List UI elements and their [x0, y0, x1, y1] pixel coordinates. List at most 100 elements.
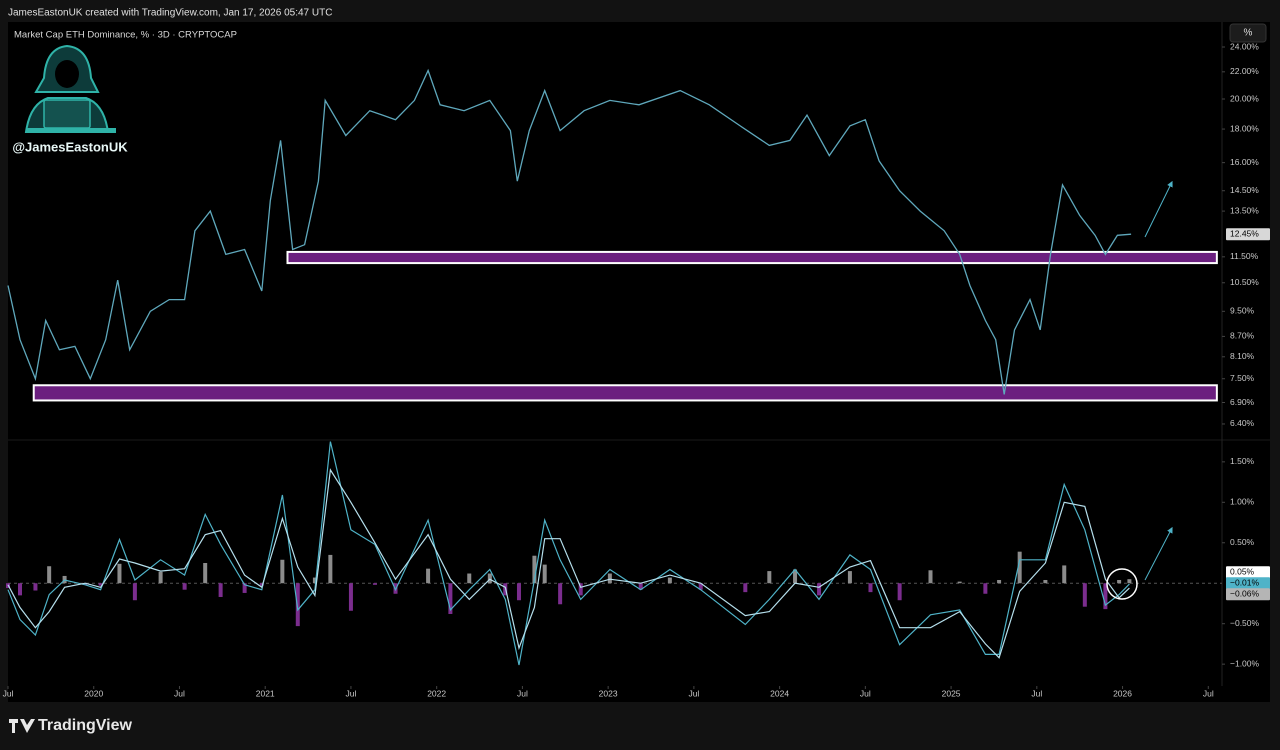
histogram-bar [1062, 565, 1067, 584]
y-tick-label: 9.50% [1230, 306, 1255, 316]
x-tick-label: Jul [3, 688, 14, 698]
x-tick-label: 2024 [770, 688, 789, 698]
symbol-title: Market Cap ETH Dominance, % · 3D · CRYPT… [14, 30, 237, 41]
x-tick-label: Jul [174, 688, 185, 698]
y-tick-label: −0.50% [1230, 618, 1260, 628]
arrow-annotation [1144, 526, 1173, 581]
y-tick-label: 0.50% [1230, 537, 1255, 547]
last-value-tag-label: 0.05% [1230, 566, 1255, 576]
y-tick-label: 22.00% [1230, 66, 1259, 76]
histogram-bar [132, 583, 137, 601]
macd-line [7, 468, 1130, 659]
histogram-bar [667, 577, 672, 584]
scale-button-label[interactable]: % [1244, 28, 1253, 39]
price-line [7, 68, 1132, 395]
histogram-bar [793, 569, 798, 584]
histogram-bar [928, 570, 933, 584]
last-price-tag [1226, 228, 1270, 241]
x-tick-label: Jul [346, 688, 357, 698]
x-tick-label: 2023 [599, 688, 618, 698]
y-tick-label: 8.10% [1230, 351, 1255, 361]
histogram-bar [1043, 579, 1048, 584]
y-tick-label: 1.50% [1230, 456, 1255, 466]
watermark-icon [24, 44, 116, 133]
chart-area [8, 22, 1270, 702]
y-tick-label: 1.00% [1230, 497, 1255, 507]
histogram-bar [259, 583, 264, 586]
y-tick-label: 10.50% [1230, 277, 1259, 287]
histogram-bar [532, 555, 537, 584]
histogram-bar [1117, 579, 1122, 584]
y-tick-label: 13.50% [1230, 205, 1259, 215]
histogram-bar [372, 583, 377, 585]
histogram-bar [18, 583, 23, 596]
histogram-bar [218, 583, 223, 597]
y-tick-label: 6.40% [1230, 418, 1255, 428]
histogram-bar [542, 564, 547, 584]
histogram-bar [558, 583, 563, 605]
histogram-bar [242, 583, 247, 593]
histogram-bar [847, 571, 852, 584]
histogram-bar [1017, 551, 1022, 584]
histogram-bar [983, 583, 988, 594]
histogram-bar [182, 583, 187, 590]
histogram-bar [158, 571, 163, 584]
histogram-bar [638, 583, 643, 590]
last-value-tag [1226, 588, 1270, 601]
y-tick-label: 20.00% [1230, 93, 1259, 103]
author-note: JamesEastonUK created with TradingView.c… [8, 8, 332, 19]
histogram-bar [868, 583, 873, 593]
histogram-bar [817, 583, 822, 596]
last-value-tag [1226, 577, 1270, 590]
y-tick-label: 24.00% [1230, 41, 1259, 51]
histogram-bar [280, 559, 285, 584]
arrow-annotation [1144, 180, 1173, 238]
histogram-bar [698, 583, 703, 590]
footer-brand: TradingView [38, 717, 133, 734]
y-tick-label: 18.00% [1230, 123, 1259, 133]
histogram-bar [997, 579, 1002, 584]
x-tick-label: Jul [688, 688, 699, 698]
histogram-bar [348, 583, 353, 611]
histogram-bar [578, 583, 583, 596]
x-tick-label: Jul [1203, 688, 1214, 698]
support-zone [32, 384, 1218, 402]
y-tick-label: 6.90% [1230, 397, 1255, 407]
x-tick-label: Jul [860, 688, 871, 698]
histogram-bar [1127, 579, 1132, 584]
watermark-text: @JamesEastonUK [12, 139, 128, 154]
x-tick-label: Jul [1031, 688, 1042, 698]
histogram-bar [312, 577, 317, 584]
y-tick-label: −1.00% [1230, 658, 1260, 668]
histogram-bar [203, 563, 208, 584]
histogram-bar [426, 568, 431, 584]
x-tick-label: 2022 [427, 688, 446, 698]
histogram-bar [467, 573, 472, 584]
last-value-tag-label: −0.01% [1230, 577, 1260, 587]
scale-button[interactable] [1229, 23, 1267, 43]
last-price-tag-label: 12.45% [1230, 228, 1259, 238]
histogram-bar [295, 583, 300, 627]
histogram-bar [47, 566, 52, 584]
histogram-bar [328, 554, 333, 584]
y-tick-label: 8.70% [1230, 331, 1255, 341]
histogram-bar [1082, 583, 1087, 607]
histogram-bar [83, 583, 88, 585]
x-tick-label: 2021 [256, 688, 275, 698]
y-tick-label: 16.00% [1230, 157, 1259, 167]
last-value-tag [1226, 566, 1270, 579]
x-tick-label: 2025 [942, 688, 961, 698]
footer-logo [9, 719, 35, 733]
y-tick-label: 7.50% [1230, 373, 1255, 383]
histogram-bar [98, 583, 103, 586]
x-tick-label: 2020 [84, 688, 103, 698]
x-tick-label: Jul [517, 688, 528, 698]
support-zone [286, 250, 1218, 265]
histogram-bar [448, 583, 453, 614]
x-tick-label: 2026 [1113, 688, 1132, 698]
highlight-circle [1106, 568, 1138, 600]
histogram-bar [767, 571, 772, 584]
histogram-bar [487, 573, 492, 584]
last-value-tag-label: −0.06% [1230, 588, 1260, 598]
